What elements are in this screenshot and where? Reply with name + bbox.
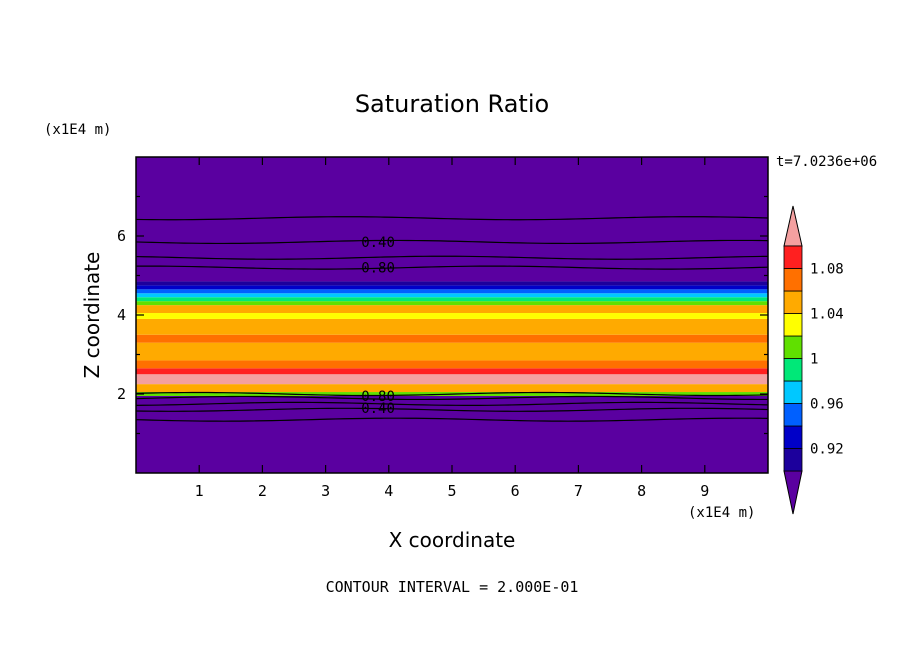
contour-label-2: 0.80: [361, 389, 395, 405]
x-tick-label: 3: [321, 482, 330, 500]
field-band-13: [136, 293, 768, 298]
field-band-14: [136, 289, 768, 294]
x-tick-label: 5: [447, 482, 456, 500]
contour-label-3: 0.40: [361, 401, 395, 417]
contour-line-2: [136, 401, 768, 406]
contour-line-3: [136, 395, 768, 401]
colorbar-box: [783, 448, 803, 472]
x-units-label: (x1E4 m): [688, 505, 755, 521]
x-tick-label: 9: [700, 482, 709, 500]
contour-label-0: 0.40: [361, 235, 395, 251]
contour-line-7: [136, 239, 768, 245]
field-band-4: [136, 368, 768, 375]
x-tick-label: 4: [384, 482, 393, 500]
colorbar-box: [783, 358, 803, 382]
colorbar-label: 1.08: [810, 262, 844, 278]
x-tick-label: 8: [637, 482, 646, 500]
colorbar-label: 0.96: [810, 397, 844, 413]
x-tick-label: 6: [511, 482, 520, 500]
colorbar-label: 0.92: [810, 442, 844, 458]
y-tick-label: 2: [117, 385, 126, 403]
contour-line-8: [136, 216, 768, 221]
field-band-6: [136, 342, 768, 361]
contour-interval-label: CONTOUR INTERVAL = 2.000E-01: [326, 578, 579, 596]
colorbar-box: [783, 335, 803, 359]
field-band-8: [136, 318, 768, 335]
colorbar-label: 1.04: [810, 307, 844, 323]
contour-line-4: [136, 391, 768, 397]
y-tick-label: 4: [117, 306, 126, 324]
contour-line-1: [136, 407, 768, 412]
contour-lines: [136, 216, 768, 422]
contour-line-6: [136, 255, 768, 260]
contour-line-5: [136, 265, 768, 270]
colorbar-box: [783, 290, 803, 314]
field-band-11: [136, 301, 768, 306]
colorbar-box: [783, 425, 803, 449]
field-band-0: [136, 395, 768, 473]
x-tick-label: 2: [258, 482, 267, 500]
y-units-label: (x1E4 m): [44, 122, 111, 138]
colorbar: 0.92 0.96 1 1.04 1.08: [783, 205, 844, 515]
contour-field: [136, 157, 768, 473]
colorbar-label: 1: [810, 352, 818, 368]
contour-line-0: [136, 417, 768, 422]
colorbar-arrow-top: [783, 205, 803, 247]
field-band-16: [136, 281, 768, 286]
field-band-3: [136, 374, 768, 385]
contour-label-1: 0.80: [361, 261, 395, 277]
y-axis-ticks: 2 4 6: [117, 195, 768, 435]
chart-title: Saturation Ratio: [355, 90, 549, 118]
colorbar-box: [783, 268, 803, 292]
y-tick-label: 6: [117, 227, 126, 245]
colorbar-box: [783, 245, 803, 269]
colorbar-box: [783, 313, 803, 337]
colorbar-arrow-bottom: [783, 470, 803, 515]
y-axis-label: Z coordinate: [80, 252, 104, 379]
field-band-5: [136, 360, 768, 369]
contour-labels: 0.400.800.800.40: [361, 235, 395, 417]
time-label: t=7.0236e+06: [776, 154, 877, 170]
field-band-15: [136, 285, 768, 290]
field-band-10: [136, 305, 768, 314]
x-tick-label: 7: [574, 482, 583, 500]
field-band-12: [136, 297, 768, 302]
colorbar-box: [783, 380, 803, 404]
field-band-9: [136, 313, 768, 319]
field-band-2: [136, 384, 768, 393]
field-band-7: [136, 334, 768, 343]
colorbar-box: [783, 403, 803, 427]
x-tick-label: 1: [195, 482, 204, 500]
x-axis-label: X coordinate: [389, 528, 516, 552]
x-axis-ticks: 1 2 3 4 5 6 7 8 9: [195, 157, 709, 500]
